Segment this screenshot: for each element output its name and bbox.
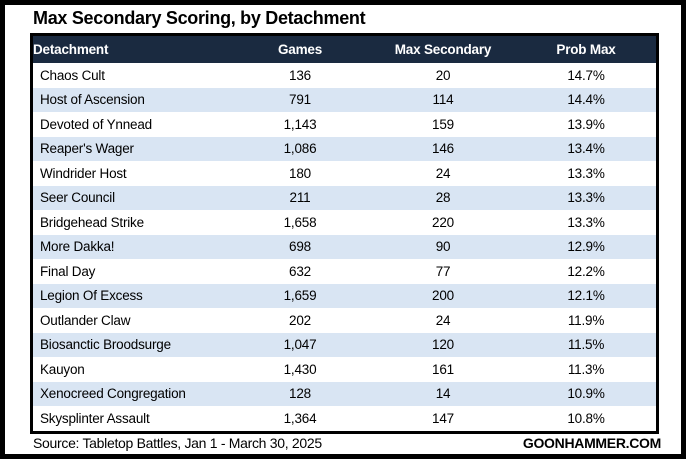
- max-secondary-cell: 200: [432, 288, 454, 304]
- table-header-row: Detachment Games Max Secondary Prob Max: [31, 34, 658, 63]
- games-cell: 1,430: [283, 361, 317, 377]
- detachment-cell: Seer Council: [40, 190, 115, 206]
- prob-max-cell: 13.4%: [567, 141, 605, 157]
- games-cell: 632: [289, 263, 311, 279]
- detachment-cell: Legion Of Excess: [40, 288, 143, 304]
- prob-max-cell: 12.2%: [567, 263, 605, 279]
- games-cell: 211: [289, 190, 311, 206]
- max-secondary-cell: 147: [432, 410, 454, 426]
- table-row: Biosanctic Broodsurge 1,047 120 11.5%: [31, 332, 658, 357]
- table-row: Host of Ascension 791 114 14.4%: [31, 87, 658, 112]
- site-credit: GOONHAMMER.COM: [522, 435, 661, 451]
- table-row: Kauyon 1,430 161 11.3%: [31, 357, 658, 382]
- table-row: Bridgehead Strike 1,658 220 13.3%: [31, 210, 658, 235]
- table-row: Devoted of Ynnead 1,143 159 13.9%: [31, 112, 658, 137]
- prob-max-cell: 13.9%: [567, 116, 605, 132]
- detachment-cell: Bridgehead Strike: [40, 214, 144, 230]
- detachment-cell: Devoted of Ynnead: [40, 116, 152, 132]
- column-header-prob-max: Prob Max: [516, 34, 658, 63]
- max-secondary-cell: 114: [432, 92, 454, 108]
- table-row: Chaos Cult 136 20 14.7%: [31, 63, 658, 88]
- table-row: Seer Council 211 28 13.3%: [31, 185, 658, 210]
- table-row: Reaper's Wager 1,086 146 13.4%: [31, 136, 658, 161]
- column-header-detachment: Detachment: [31, 34, 230, 63]
- table-row: Windrider Host 180 24 13.3%: [31, 161, 658, 186]
- prob-max-cell: 11.3%: [567, 361, 605, 377]
- max-secondary-cell: 24: [435, 165, 451, 181]
- table-header: Detachment Games Max Secondary Prob Max: [31, 34, 658, 63]
- prob-max-cell: 13.3%: [567, 190, 605, 206]
- table-body: Chaos Cult 136 20 14.7% Host of Ascension 791…: [31, 63, 658, 432]
- max-secondary-cell: 159: [432, 116, 454, 132]
- footer: Source: Tabletop Battles, Jan 1 - March …: [33, 435, 661, 451]
- column-header-games: Games: [230, 34, 370, 63]
- detachment-cell: Xenocreed Congregation: [40, 386, 186, 402]
- games-cell: 1,143: [283, 116, 317, 132]
- table-row: Skysplinter Assault 1,364 147 10.8%: [31, 406, 658, 432]
- prob-max-cell: 14.7%: [567, 67, 605, 83]
- detachment-cell: Final Day: [40, 263, 96, 279]
- games-cell: 791: [289, 92, 311, 108]
- detachment-cell: Windrider Host: [40, 165, 127, 181]
- games-cell: 1,086: [283, 141, 317, 157]
- prob-max-cell: 11.9%: [567, 312, 605, 328]
- detachment-cell: More Dakka!: [40, 239, 115, 255]
- detachment-table: Detachment Games Max Secondary Prob Max …: [30, 33, 659, 434]
- max-secondary-cell: 146: [432, 141, 454, 157]
- games-cell: 128: [289, 386, 311, 402]
- source-note: Source: Tabletop Battles, Jan 1 - March …: [33, 435, 322, 451]
- prob-max-cell: 12.1%: [567, 288, 605, 304]
- games-cell: 136: [289, 67, 311, 83]
- prob-max-cell: 12.9%: [567, 239, 605, 255]
- table-row: More Dakka! 698 90 12.9%: [31, 234, 658, 259]
- table-row: Xenocreed Congregation 128 14 10.9%: [31, 381, 658, 406]
- detachment-cell: Kauyon: [40, 361, 85, 377]
- prob-max-cell: 13.3%: [567, 214, 605, 230]
- games-cell: 1,659: [283, 288, 317, 304]
- page-title: Max Secondary Scoring, by Detachment: [33, 8, 366, 28]
- games-cell: 1,658: [283, 214, 317, 230]
- games-cell: 1,047: [283, 337, 317, 353]
- column-header-max-secondary: Max Secondary: [370, 34, 516, 63]
- max-secondary-cell: 90: [435, 239, 451, 255]
- detachment-cell: Outlander Claw: [40, 312, 131, 328]
- max-secondary-cell: 14: [435, 386, 451, 402]
- detachment-cell: Biosanctic Broodsurge: [40, 337, 171, 353]
- max-secondary-cell: 161: [432, 361, 454, 377]
- prob-max-cell: 14.4%: [567, 92, 605, 108]
- games-cell: 180: [289, 165, 311, 181]
- prob-max-cell: 11.5%: [567, 337, 605, 353]
- max-secondary-cell: 220: [432, 214, 454, 230]
- max-secondary-cell: 24: [435, 312, 451, 328]
- table-row: Legion Of Excess 1,659 200 12.1%: [31, 283, 658, 308]
- max-secondary-cell: 28: [435, 190, 451, 206]
- detachment-cell: Chaos Cult: [40, 67, 105, 83]
- games-cell: 202: [289, 312, 311, 328]
- detachment-cell: Host of Ascension: [40, 92, 145, 108]
- max-secondary-cell: 77: [435, 263, 451, 279]
- games-cell: 1,364: [283, 410, 317, 426]
- games-cell: 698: [289, 239, 311, 255]
- prob-max-cell: 10.9%: [567, 386, 605, 402]
- prob-max-cell: 10.8%: [567, 410, 605, 426]
- detachment-cell: Skysplinter Assault: [40, 410, 150, 426]
- table-row: Outlander Claw 202 24 11.9%: [31, 308, 658, 333]
- prob-max-cell: 13.3%: [567, 165, 605, 181]
- detachment-cell: Reaper's Wager: [40, 141, 134, 157]
- max-secondary-cell: 120: [432, 337, 454, 353]
- table-row: Final Day 632 77 12.2%: [31, 259, 658, 284]
- max-secondary-cell: 20: [435, 67, 451, 83]
